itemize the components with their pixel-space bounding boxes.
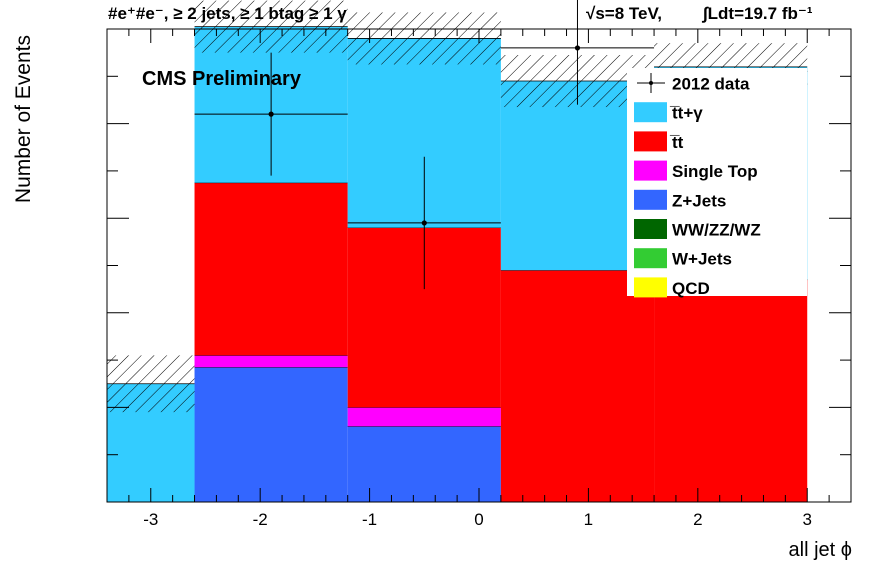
bar-5-4: [654, 279, 808, 502]
x-axis-label: all jet ϕ: [789, 539, 852, 561]
legend-swatch-7: [634, 277, 667, 298]
x-tick-label: 3: [803, 510, 812, 529]
header-energy: √s=8 TeV,: [586, 4, 662, 23]
bar-3-2: [347, 426, 501, 502]
bar-3-1: [194, 367, 348, 502]
legend-label-5: WW/ZZ/WZ: [672, 221, 761, 240]
bar-4-1: [194, 355, 348, 368]
header-lumi: ∫Ldt=19.7 fb⁻¹: [701, 4, 813, 23]
legend-label-2: t̅t: [670, 133, 684, 152]
uncertainty-band-2: [347, 12, 501, 65]
data-point-2: [574, 45, 581, 51]
bar-5-1: [194, 182, 348, 356]
legend-label-6: W+Jets: [672, 250, 732, 269]
x-tick-label: 2: [693, 510, 702, 529]
data-point-0: [268, 111, 274, 117]
bar-5-3: [500, 270, 655, 502]
legend-label-3: Single Top: [672, 162, 758, 181]
legend-swatch-5: [634, 219, 667, 239]
legend-swatch-6: [634, 248, 667, 269]
legend-swatch-1: [634, 102, 667, 123]
legend-swatch-3: [634, 160, 667, 181]
cms-label: CMS Preliminary: [142, 68, 302, 90]
bar-4-2: [347, 407, 501, 427]
data-point-1: [421, 220, 427, 226]
x-tick-label: 0: [474, 510, 483, 529]
axis-ticks: -3 -2 -1 0 1 2 3: [106, 28, 852, 529]
plot-area: [107, 0, 808, 502]
x-tick-label: -2: [253, 510, 268, 529]
legend-data-marker: [649, 81, 653, 85]
legend-swatch-4: [634, 189, 667, 210]
legend-swatch-2: [634, 131, 667, 152]
x-tick-label: -3: [143, 510, 158, 529]
legend-label-0: 2012 data: [672, 75, 750, 94]
legend-label-7: QCD: [672, 279, 710, 298]
x-tick-label: 1: [584, 510, 593, 529]
legend-label-4: Z+Jets: [672, 191, 726, 210]
uncertainty-band-1: [194, 0, 348, 53]
legend: 2012 data t̅t+γ t̅t Single Top Z+Jets WW/ZZ/W…: [627, 68, 807, 298]
y-axis-label: Number of Events: [12, 35, 35, 203]
legend-label-1: t̅t+γ: [670, 104, 703, 123]
uncertainty-band-0: [107, 355, 195, 413]
x-tick-label: -1: [362, 510, 377, 529]
